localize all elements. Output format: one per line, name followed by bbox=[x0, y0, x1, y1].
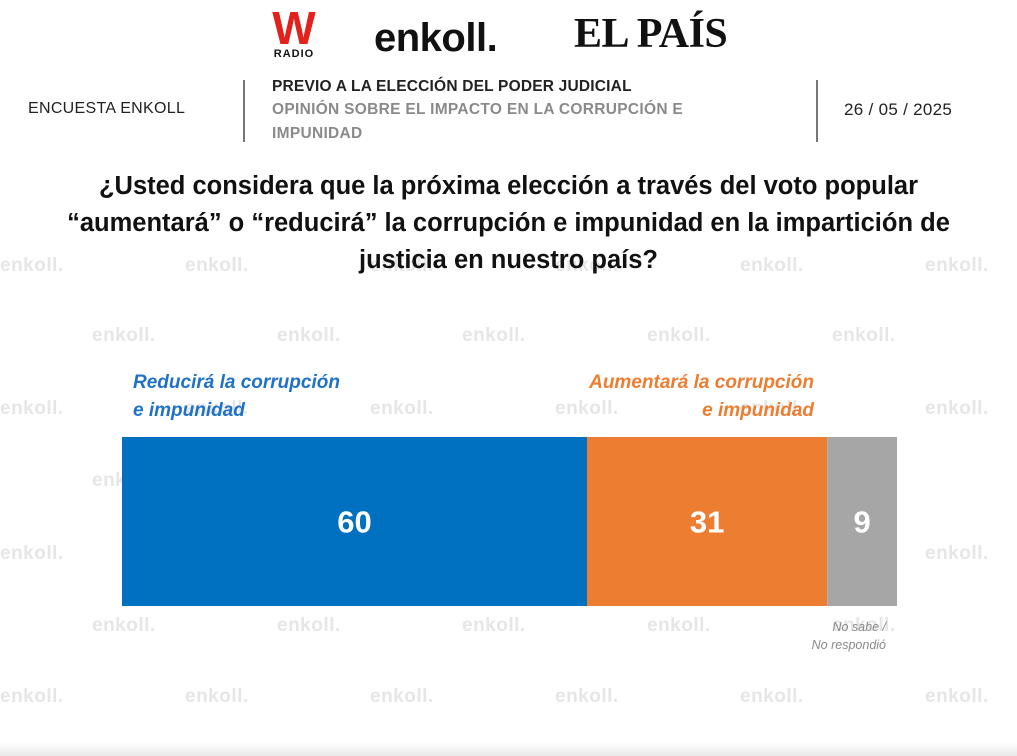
header-subtitle: OPINIÓN SOBRE EL IMPACTO EN LA CORRUPCIÓ… bbox=[272, 101, 684, 142]
survey-date: 26 / 05 / 2025 bbox=[844, 100, 953, 119]
enkoll-watermark: enkoll. bbox=[462, 615, 526, 636]
enkoll-watermark: enkoll. bbox=[277, 615, 341, 636]
enkoll-watermark: enkoll. bbox=[0, 255, 64, 276]
question-text: ¿Usted considera que la próxima elección… bbox=[0, 168, 1017, 279]
enkoll-watermark: enkoll. bbox=[925, 255, 989, 276]
enkoll-watermark: enkoll. bbox=[370, 398, 434, 419]
enkoll-watermark: enkoll. bbox=[370, 255, 434, 276]
legend-reducira: Reducirá la corrupción e impunidad bbox=[133, 369, 340, 425]
enkoll-watermark: enkoll. bbox=[0, 398, 64, 419]
question-line-2: “aumentará” o “reducirá” la corrupción e… bbox=[67, 209, 950, 237]
enkoll-watermark: enkoll. bbox=[0, 543, 64, 564]
w-radio-logo: W RADIO bbox=[265, 2, 323, 60]
header-divider-left bbox=[243, 80, 245, 142]
enkoll-watermark: enkoll. bbox=[370, 686, 434, 707]
enkoll-watermark: enkoll. bbox=[925, 398, 989, 419]
legend-aumentara-line-2: e impunidad bbox=[702, 400, 814, 421]
header-divider-right bbox=[816, 80, 818, 142]
question-line-1: ¿Usted considera que la próxima elección… bbox=[98, 172, 919, 200]
legend-reducira-line-1: Reducirá la corrupción bbox=[133, 372, 340, 393]
enkoll-watermark: enkoll. bbox=[92, 325, 156, 346]
enkoll-watermark: enkoll. bbox=[277, 325, 341, 346]
enkoll-watermark: enkoll. bbox=[0, 686, 64, 707]
header-title: PREVIO A LA ELECCIÓN DEL PODER JUDICIAL bbox=[272, 78, 632, 95]
enkoll-watermark: enkoll. bbox=[555, 686, 619, 707]
enkoll-watermark: enkoll. bbox=[185, 398, 249, 419]
bar-no-sabe bbox=[827, 437, 897, 606]
bar-no-sabe-value-label: 9 bbox=[854, 505, 871, 540]
w-radio-sub: RADIO bbox=[273, 48, 315, 60]
legend-no-sabe-line-2: No respondió bbox=[811, 638, 886, 652]
enkoll-watermark: enkoll. bbox=[925, 543, 989, 564]
el-pais-logo: EL PAÍS bbox=[574, 11, 728, 57]
enkoll-watermark: enkoll. bbox=[740, 686, 804, 707]
legend-aumentara: Aumentará la corrupción e impunidad bbox=[540, 369, 814, 425]
enkoll-watermark: enkoll. bbox=[462, 325, 526, 346]
legend-no-sabe-line-1: No sabe / bbox=[832, 620, 886, 634]
legend-reducira-line-2: e impunidad bbox=[133, 400, 245, 421]
question-line-3: justicia en nuestro país? bbox=[359, 246, 658, 274]
enkoll-watermark: enkoll. bbox=[925, 686, 989, 707]
enkoll-watermark: enkoll. bbox=[185, 255, 249, 276]
enkoll-watermark: enkoll. bbox=[740, 255, 804, 276]
enkoll-watermark: enkoll. bbox=[555, 255, 619, 276]
enkoll-watermark: enkoll. bbox=[832, 325, 896, 346]
enkoll-watermark: enkoll. bbox=[185, 686, 249, 707]
enkoll-logo: enkoll. bbox=[374, 16, 498, 60]
enkoll-watermark: enkoll. bbox=[740, 398, 804, 419]
enkoll-watermark: enkoll. bbox=[647, 615, 711, 636]
legend-no-sabe: No sabe / No respondió bbox=[760, 618, 886, 654]
bar-reducira bbox=[122, 437, 587, 606]
bar-aumentara-value-label: 31 bbox=[690, 505, 724, 540]
enkoll-watermark: enkoll. bbox=[92, 615, 156, 636]
enkoll-watermark: enkoll. bbox=[647, 325, 711, 346]
enkoll-watermark: enkoll. bbox=[832, 615, 896, 636]
header-titles: PREVIO A LA ELECCIÓN DEL PODER JUDICIAL … bbox=[272, 76, 792, 146]
bar-reducira-value-label: 60 bbox=[337, 505, 371, 540]
w-radio-mark: W bbox=[272, 2, 316, 54]
page-bottom-edge bbox=[0, 742, 1017, 756]
bar-aumentara bbox=[587, 437, 828, 606]
legend-aumentara-line-1: Aumentará la corrupción bbox=[589, 372, 814, 393]
survey-label: ENCUESTA ENKOLL bbox=[28, 100, 186, 117]
enkoll-watermark: enkoll. bbox=[555, 398, 619, 419]
